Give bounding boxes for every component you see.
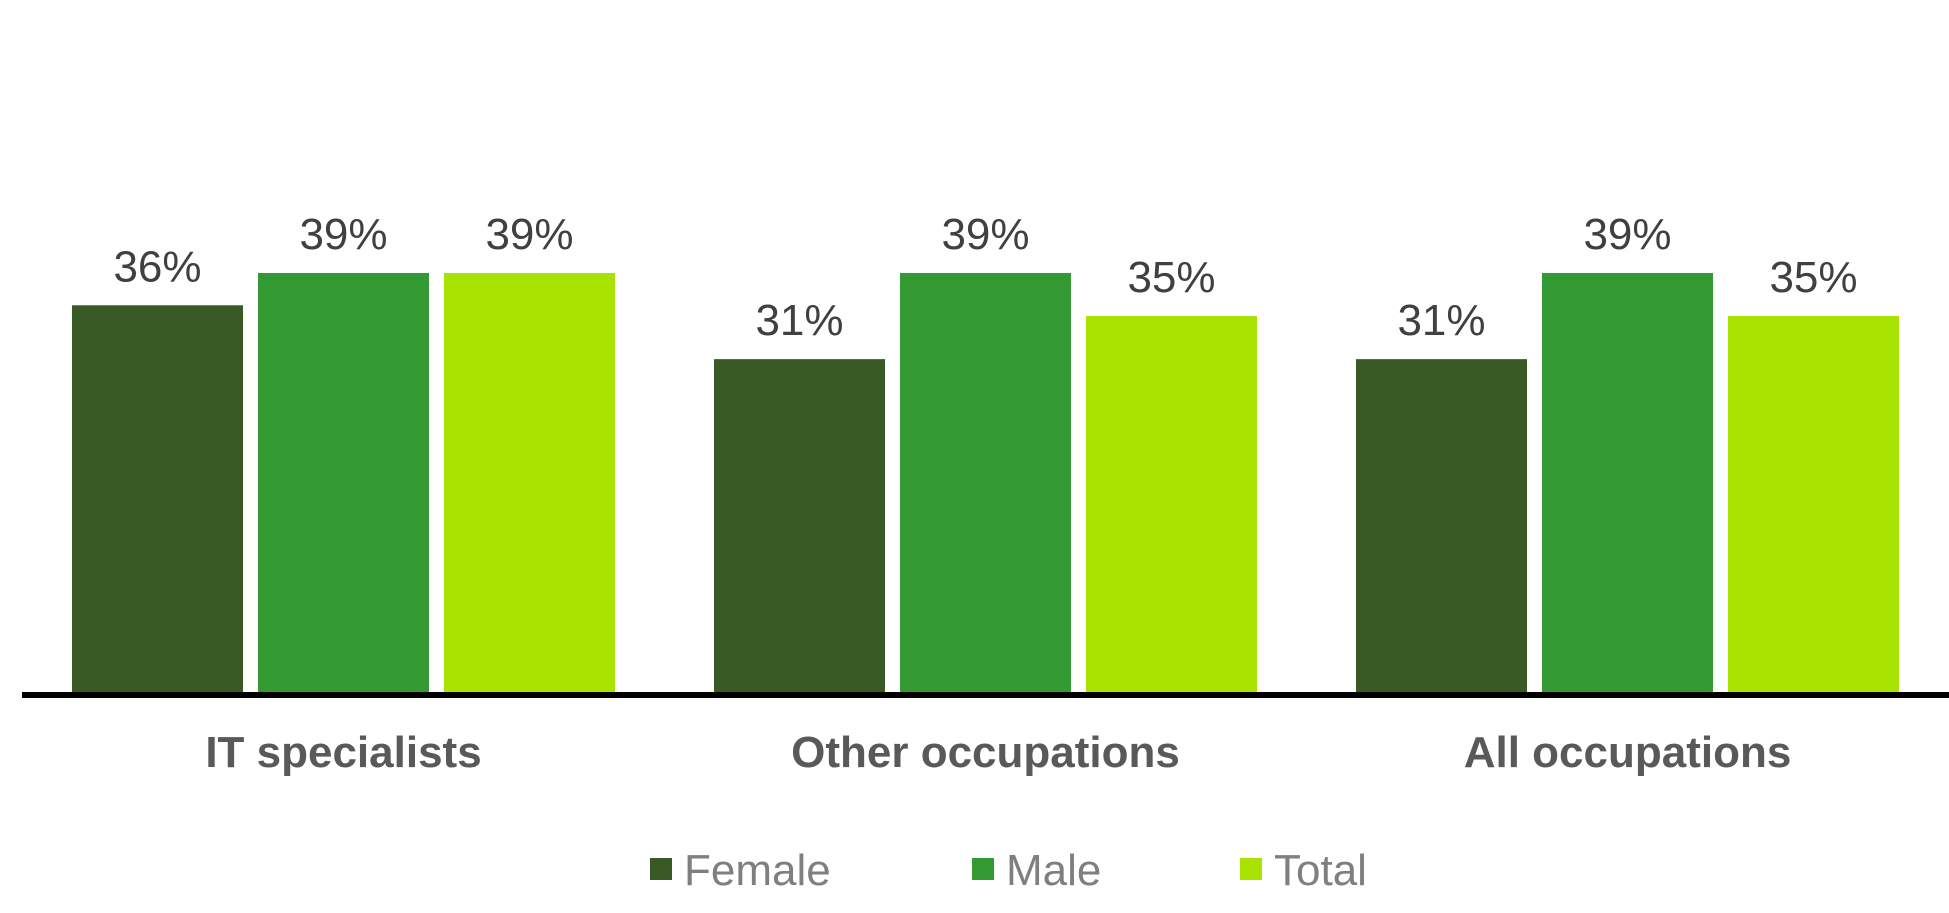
legend-swatch-male (972, 858, 994, 880)
bar-male-2 (900, 272, 1071, 693)
bar-total-2 (1086, 316, 1257, 693)
legend-label-male: Male (1006, 846, 1101, 895)
legend-swatch-total (1240, 858, 1262, 880)
data-label-total-2: 35% (1127, 253, 1215, 302)
bar-male-1 (258, 272, 429, 693)
category-label-2: Other occupations (791, 728, 1180, 777)
data-label-male-2: 39% (941, 210, 1029, 259)
category-labels-layer: IT specialists Other occupations All occup… (205, 728, 1791, 777)
data-label-male-1: 39% (299, 210, 387, 259)
bar-total-3 (1728, 316, 1899, 693)
legend: Female Male Total (650, 846, 1367, 895)
legend-swatch-female (650, 858, 672, 880)
data-label-female-2: 31% (755, 296, 843, 345)
legend-label-total: Total (1274, 846, 1367, 895)
legend-label-female: Female (684, 846, 831, 895)
value-labels-layer: 36% 39% 39% 31% 39% 35% 31% 39% 35% (113, 210, 1857, 345)
category-label-1: IT specialists (205, 728, 481, 777)
data-label-female-1: 36% (113, 242, 201, 291)
bars-layer (72, 272, 1899, 693)
data-label-total-3: 35% (1769, 253, 1857, 302)
data-label-female-3: 31% (1397, 296, 1485, 345)
bar-female-1 (72, 305, 243, 693)
category-label-3: All occupations (1464, 728, 1792, 777)
bar-total-1 (444, 272, 615, 693)
bar-female-3 (1356, 359, 1527, 693)
bar-male-3 (1542, 272, 1713, 693)
data-label-male-3: 39% (1583, 210, 1671, 259)
bar-female-2 (714, 359, 885, 693)
data-label-total-1: 39% (485, 210, 573, 259)
